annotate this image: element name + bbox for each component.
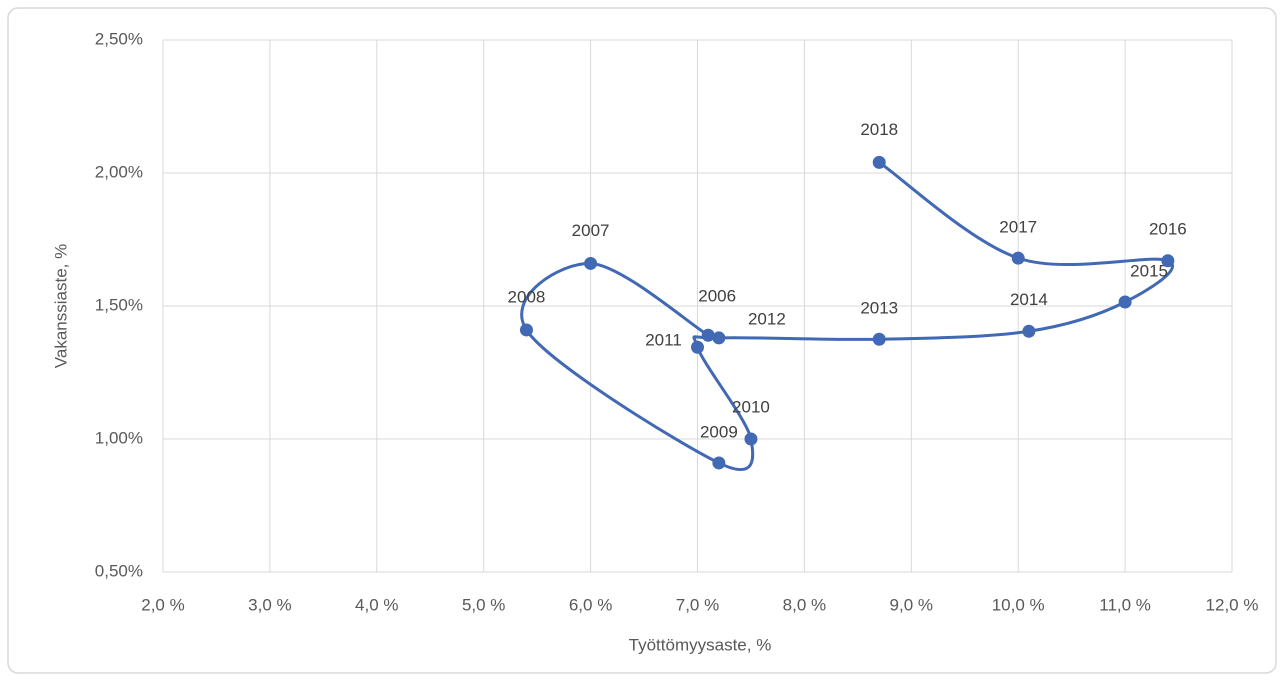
- x-tick-label: 11,0 %: [1099, 595, 1151, 614]
- x-tick-label: 10,0 %: [992, 595, 1045, 614]
- y-tick-label: 1,50%: [95, 295, 143, 314]
- point-label: 2010: [732, 397, 770, 416]
- point-label: 2018: [860, 120, 898, 139]
- data-point: [872, 155, 886, 169]
- data-point: [701, 328, 715, 342]
- point-label: 2009: [700, 422, 738, 441]
- y-tick-label: 2,50%: [95, 29, 143, 48]
- point-label: 2013: [860, 299, 898, 318]
- data-point: [744, 432, 758, 446]
- point-label: 2006: [698, 287, 736, 306]
- data-point: [1118, 295, 1132, 309]
- x-tick-label: 7,0 %: [676, 595, 719, 614]
- data-point: [519, 323, 533, 337]
- data-point: [1022, 324, 1036, 338]
- point-label: 2011: [645, 331, 682, 350]
- data-point: [712, 456, 726, 470]
- chart-border: [7, 7, 1277, 674]
- y-tick-label: 1,00%: [95, 428, 143, 447]
- point-label: 2014: [1010, 290, 1048, 309]
- data-point: [1011, 251, 1025, 265]
- x-tick-label: 6,0 %: [569, 595, 612, 614]
- y-axis-title: Vakanssiaste, %: [51, 244, 70, 368]
- x-axis-title: Työttömyysaste, %: [629, 635, 772, 654]
- y-tick-label: 0,50%: [95, 561, 143, 580]
- point-label: 2012: [748, 309, 786, 328]
- point-label: 2007: [572, 221, 610, 240]
- data-point: [872, 332, 886, 346]
- x-tick-label: 4,0 %: [355, 595, 398, 614]
- data-point: [584, 256, 598, 270]
- x-tick-label: 5,0 %: [462, 595, 505, 614]
- point-label: 2015: [1130, 261, 1168, 280]
- x-tick-label: 3,0 %: [248, 595, 291, 614]
- point-label: 2008: [508, 287, 546, 306]
- x-tick-label: 8,0 %: [783, 595, 826, 614]
- data-point: [691, 340, 704, 354]
- point-label: 2016: [1149, 219, 1187, 238]
- data-point: [1161, 254, 1175, 268]
- point-label: 2017: [999, 218, 1037, 237]
- y-tick-label: 2,00%: [95, 162, 143, 181]
- x-tick-label: 9,0 %: [890, 595, 933, 614]
- x-tick-label: 12,0 %: [1206, 595, 1259, 614]
- x-tick-label: 2,0 %: [141, 595, 184, 614]
- data-point: [712, 331, 726, 345]
